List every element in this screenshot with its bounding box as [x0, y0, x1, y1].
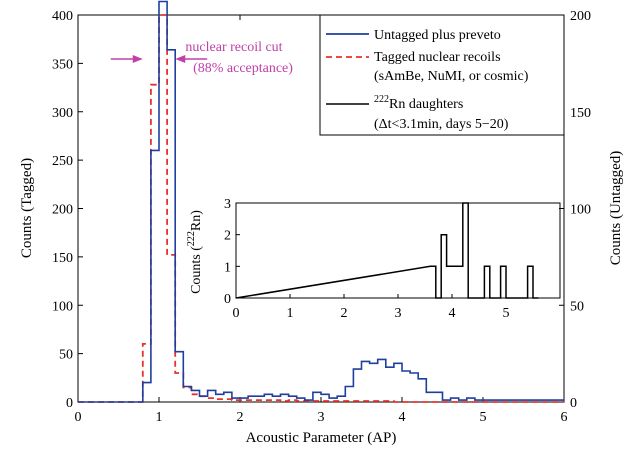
inset-ticks: 0 1 2 3 4 5 0 1 2 3: [224, 197, 510, 321]
legend-label-radon-line2: (Δt<3.1min, days 5−20): [374, 117, 509, 132]
inset-series-radon-daughters: [235, 202, 539, 299]
y-tick-label-right: 150: [570, 106, 591, 121]
legend-label-tagged: Tagged nuclear recoils: [374, 50, 501, 65]
x-tick-label: 5: [480, 410, 487, 425]
y-tick-label-right: 50: [570, 299, 584, 314]
legend-label-radon: 222Rn daughters: [374, 94, 463, 112]
inset-x-tick-label: 5: [503, 306, 510, 321]
inset-series: [235, 202, 539, 299]
inset-y-tick-label: 0: [224, 292, 231, 307]
y-tick-label-left: 250: [52, 154, 73, 169]
inset-x-tick-label: 2: [341, 306, 348, 321]
inset-y-label-post: Rn): [189, 210, 204, 231]
x-tick-label: 2: [237, 410, 244, 425]
y-tick-label-left: 100: [52, 299, 73, 314]
legend-label-radon-text: Rn daughters: [389, 97, 463, 112]
y-tick-label-left: 350: [52, 57, 73, 72]
y-tick-label-left: 0: [66, 396, 73, 411]
legend-label-untagged: Untagged plus preveto: [374, 28, 501, 43]
cut-annotation-line2: (88% acceptance): [193, 61, 293, 76]
y-axis-label-left: Counts (Tagged): [19, 158, 35, 258]
cut-annotation-line1: nuclear recoil cut: [185, 40, 282, 55]
inset-y-label-pre: Counts (: [189, 246, 204, 294]
x-tick-label: 6: [561, 410, 568, 425]
legend: Untagged plus preveto Tagged nuclear rec…: [319, 14, 565, 136]
x-tick-label: 3: [318, 410, 325, 425]
cut-arrows: [110, 55, 208, 63]
y-tick-label-right: 100: [570, 203, 591, 218]
x-axis-label: Acoustic Parameter (AP): [246, 430, 397, 446]
main-series: [78, 0, 564, 403]
x-tick-label: 1: [156, 410, 163, 425]
y-axis-label-right: Counts (Untagged): [608, 151, 624, 266]
x-tick-label: 0: [75, 410, 82, 425]
inset-x-tick-label: 0: [233, 306, 240, 321]
inset: 0 1 2 3 4 5 0 1 2 3 Counts (222Rn): [186, 197, 561, 321]
legend-box: [319, 14, 565, 136]
inset-x-tick-label: 1: [287, 306, 294, 321]
cut-arrow-right-head: [175, 55, 186, 63]
y-tick-label-left: 400: [52, 9, 73, 24]
y-tick-label-left: 300: [52, 106, 73, 121]
inset-y-tick-label: 2: [224, 229, 231, 244]
inset-frame: [235, 202, 561, 299]
inset-y-tick-label: 1: [224, 260, 231, 275]
y-tick-label-left: 50: [59, 348, 73, 363]
inset-x-tick-label: 4: [449, 306, 456, 321]
cut-arrow-left-head: [132, 55, 143, 63]
inset-x-tick-label: 3: [395, 306, 402, 321]
inset-y-tick-label: 3: [224, 197, 231, 212]
inset-y-axis-label: Counts (222Rn): [186, 210, 204, 294]
x-tick-label: 4: [399, 410, 406, 425]
inset-y-label-sup: 222: [186, 231, 197, 246]
legend-label-radon-sup: 222: [374, 94, 389, 105]
legend-label-tagged-line2: (sAmBe, NuMI, or cosmic): [374, 69, 529, 84]
series-untagged-plus-preveto: [78, 0, 564, 403]
y-tick-label-left: 150: [52, 251, 73, 266]
y-tick-label-right: 200: [570, 9, 591, 24]
y-tick-label-right: 0: [570, 396, 577, 411]
y-tick-label-left: 200: [52, 203, 73, 218]
